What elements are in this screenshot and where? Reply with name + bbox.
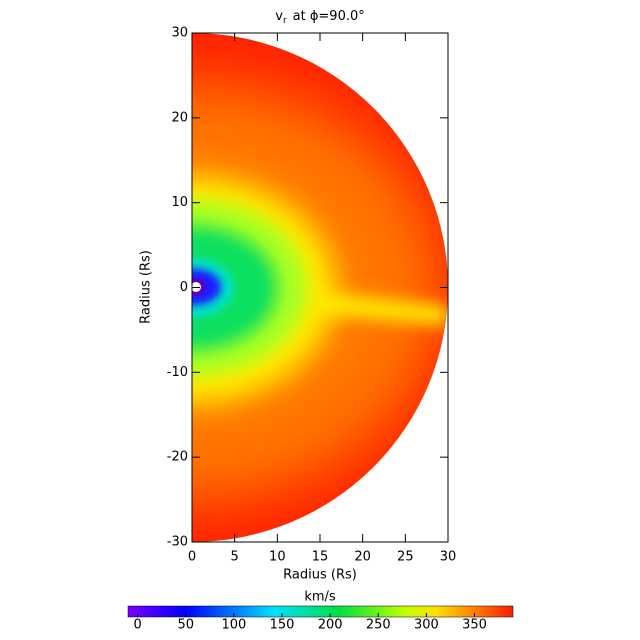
- colorbar-tick-label: 100: [221, 618, 246, 633]
- y-tick-label: 0: [180, 280, 188, 295]
- colorbar-tick-label: 300: [414, 618, 439, 633]
- title-main: v: [275, 9, 283, 24]
- colorbar-tick-label: 250: [366, 618, 391, 633]
- x-tick-label: 30: [440, 550, 457, 565]
- velocity-field: [192, 33, 448, 542]
- y-tick-label: 30: [171, 26, 188, 41]
- colorbar-tick-label: 200: [318, 618, 343, 633]
- colorbar: [127, 605, 514, 618]
- x-tick-label: 10: [269, 550, 286, 565]
- y-tick-label: -30: [167, 535, 188, 550]
- colorbar-tick-label: 350: [462, 618, 487, 633]
- x-tick-label: 15: [312, 550, 329, 565]
- colorbar-tick-label: 150: [270, 618, 295, 633]
- x-tick-label: 0: [188, 550, 196, 565]
- y-tick-label: -10: [167, 365, 188, 380]
- x-axis-label: Radius (Rs): [283, 568, 357, 583]
- colorbar-label: km/s: [304, 590, 336, 605]
- y-tick-label: -20: [167, 450, 188, 465]
- colorbar-tick-label: 0: [133, 618, 141, 633]
- x-tick-label: 25: [397, 550, 414, 565]
- y-tick-label: 10: [171, 195, 188, 210]
- colorbar-tick-label: 50: [177, 618, 194, 633]
- x-tick-label: 20: [354, 550, 371, 565]
- y-tick-label: 20: [171, 110, 188, 125]
- chart-title: vr at ϕ=90.0°: [275, 9, 365, 26]
- title-subscript: r: [283, 16, 287, 26]
- title-rest: at ϕ=90.0°: [293, 9, 365, 24]
- x-tick-label: 5: [231, 550, 239, 565]
- y-axis-label: Radius (Rs): [139, 250, 154, 324]
